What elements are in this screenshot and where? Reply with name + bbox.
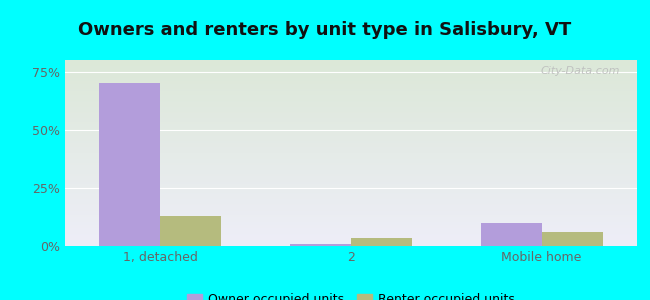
Bar	[99, 83, 161, 246]
Bar	[480, 223, 541, 246]
Text: Owners and renters by unit type in Salisbury, VT: Owners and renters by unit type in Salis…	[79, 21, 571, 39]
Bar	[161, 216, 222, 246]
Text: City-Data.com: City-Data.com	[540, 66, 620, 76]
Bar	[541, 232, 603, 246]
Legend: Owner occupied units, Renter occupied units: Owner occupied units, Renter occupied un…	[187, 293, 515, 300]
Bar	[351, 238, 412, 246]
Bar	[290, 244, 351, 246]
